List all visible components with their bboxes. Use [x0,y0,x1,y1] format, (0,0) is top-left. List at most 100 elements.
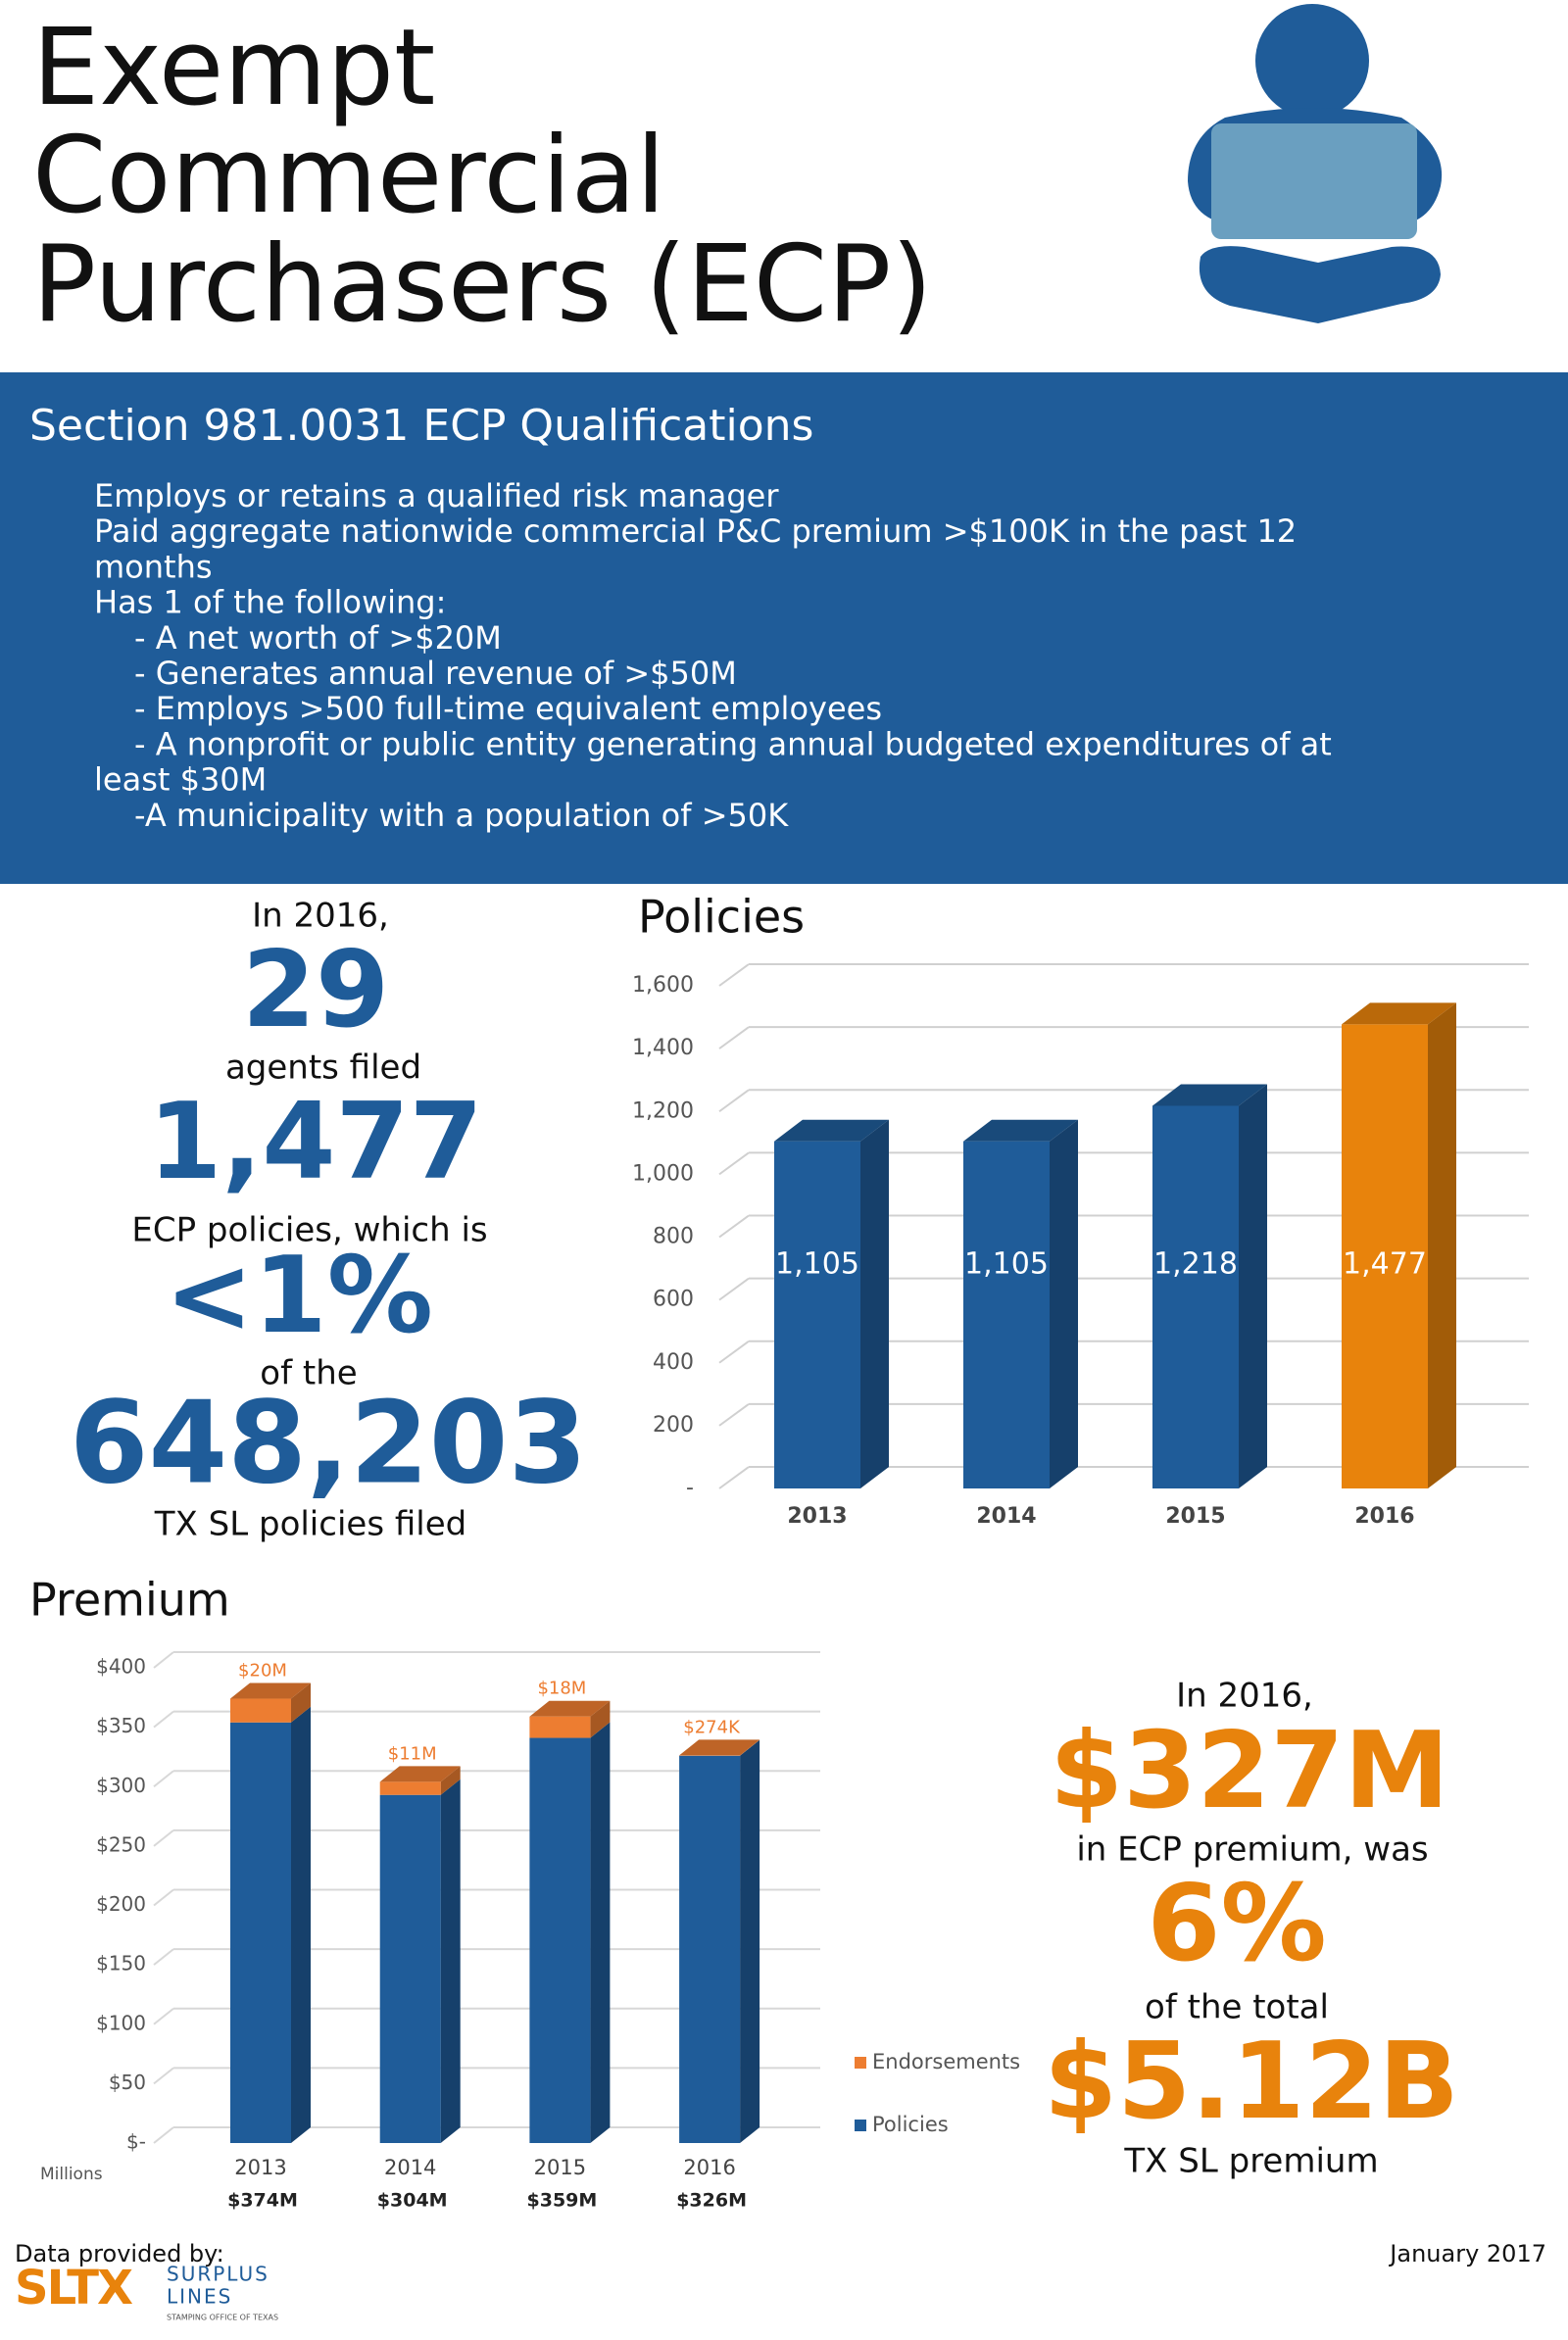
y-tick-label: $300 [96,1774,146,1797]
y-tick-label: $100 [96,2011,146,2034]
grid-connector [153,1888,174,1907]
grid-connector [718,1403,750,1427]
grid-connector [718,1214,750,1239]
y-tick-label: 1,000 [632,1161,694,1186]
bar-top [963,1119,1078,1142]
left-stats: In 2016, 29 agents filed 1,477 ECP polic… [70,897,587,1544]
qualification-line: Has 1 of the following: [94,584,446,621]
y-tick-label: - [686,1476,694,1500]
footer-source: Data provided by: [15,2240,224,2267]
bar [679,1755,741,2143]
bar-side [1239,1084,1267,1488]
logo-text: STAMPING OFFICE OF TEXAS [167,2314,278,2322]
bar-side [590,1722,611,2143]
bar [230,1698,291,1723]
y-tick-label: 800 [653,1225,694,1249]
qualification-line: - A net worth of >$20M [134,619,502,657]
x-tick-label: 2013 [787,1504,847,1529]
stat-text: of the [260,1354,357,1393]
title-line: Purchasers (ECP) [32,223,932,346]
legend-label: Endorsements [872,2050,1020,2073]
y-tick-label: $250 [96,1832,146,1856]
x-tick-label: 2015 [534,2156,586,2179]
icon-legs [1199,246,1441,323]
stat-number: 29 [242,929,389,1051]
y-tick-label: $150 [96,1952,146,1975]
value-label: $18M [537,1679,586,1699]
category-total: $374M [227,2190,298,2212]
grid-connector [718,1466,750,1489]
grid-connector [718,1277,750,1301]
legend-label: Policies [872,2113,949,2136]
right-stats: In 2016, $327M in ECP premium, was 6% of… [1044,1677,1459,2181]
stat-text: in ECP premium, was [1076,1830,1428,1870]
grid-connector [153,2126,174,2144]
qualification-line: -A municipality with a population of >50… [134,797,789,834]
stat-text: In 2016, [1176,1677,1313,1716]
qualification-line: Paid aggregate nationwide commercial P&C… [94,512,1297,550]
grid-connector [153,2067,174,2085]
qualification-list: Employs or retains a qualified risk mana… [94,477,1332,834]
stat-number: 6% [1147,1863,1326,1985]
bar-side [440,1779,461,2143]
y-tick-label: 400 [653,1350,694,1375]
x-tick-label: 2016 [1354,1504,1414,1529]
x-tick-label: 2016 [683,2156,735,2179]
x-tick-label: 2014 [976,1504,1036,1529]
legend-swatch [855,2057,866,2069]
bar-top [379,1766,461,1782]
x-tick-label: 2013 [234,2156,286,2179]
title-line: Exempt [32,7,435,129]
bar-top [529,1700,611,1717]
grid-connector [153,1710,174,1729]
grid-connector [153,1829,174,1847]
bar-side [440,1766,461,1795]
bar [963,1141,1050,1488]
footer-date: January 2017 [1388,2240,1546,2267]
stat-text: TX SL policies filed [154,1505,466,1544]
stat-text: In 2016, [252,897,389,936]
bar [1152,1105,1239,1488]
stat-number: $5.12B [1044,2021,1459,2143]
legend-swatch [855,2120,866,2131]
value-label: 1,105 [775,1247,859,1282]
stat-text: ECP policies, which is [131,1211,487,1250]
y-tick-label: 200 [653,1413,694,1438]
y-tick-label: $50 [109,2071,146,2094]
x-tick-label: 2014 [384,2156,436,2179]
stat-text: of the total [1145,1988,1329,2027]
y-tick-label: $350 [96,1714,146,1737]
bar [529,1716,591,1738]
value-label: $274K [683,1717,741,1737]
bar [379,1794,441,2143]
chart-title: Premium [29,1574,230,1627]
qualification-line: months [94,548,213,585]
logo-text: LINES [167,2285,232,2309]
value-label: $11M [388,1743,437,1764]
y-tick-label: $200 [96,1892,146,1916]
title-line: Commercial [32,115,665,237]
bar-side [860,1119,889,1488]
bar [1342,1024,1428,1488]
y-tick-label: $- [126,2130,146,2154]
bar-side [291,1706,311,2143]
icon-laptop [1211,123,1417,239]
category-total: $304M [377,2190,448,2212]
bar-top [1342,1002,1456,1025]
bar-top [230,1682,311,1699]
value-label: 1,477 [1343,1247,1427,1282]
stat-number: 648,203 [70,1378,587,1510]
logo-mark: SLTX [15,2261,133,2316]
stat-number: <1% [165,1235,433,1357]
grid-connector [153,1948,174,1966]
bar [230,1722,291,2143]
qualification-line: least $30M [94,761,267,799]
stat-text: agents filed [225,1048,421,1088]
grid-connector [718,963,750,987]
y-tick-label: 1,200 [632,1098,694,1123]
chart-title: Policies [638,891,805,944]
grid-connector [718,1151,750,1176]
bar-side [1428,1002,1456,1488]
y-tick-label: 1,600 [632,973,694,998]
